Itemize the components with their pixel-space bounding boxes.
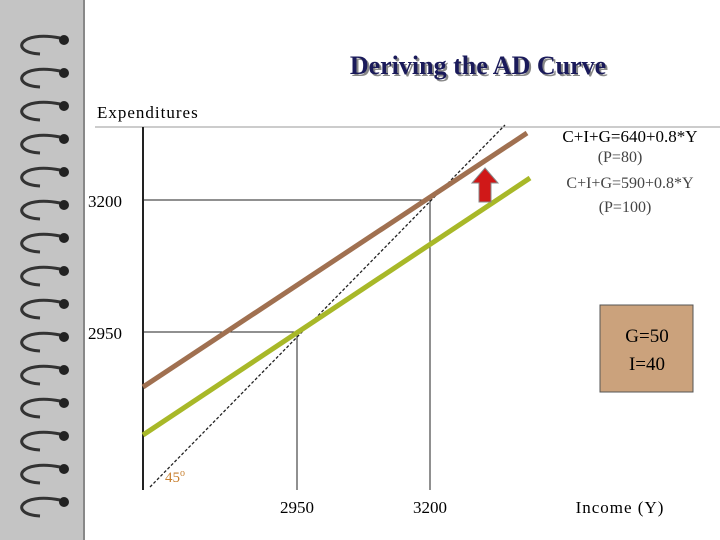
- title: Deriving the AD Curve: [350, 51, 606, 80]
- spiral-hole: [59, 398, 69, 408]
- spiral-ring: [20, 100, 61, 122]
- spiral-ring: [20, 199, 61, 221]
- spiral-hole: [59, 68, 69, 78]
- ae-line-p80: [141, 130, 529, 390]
- spiral-ring: [20, 232, 61, 254]
- spiral: [20, 34, 69, 518]
- box-line: I=40: [629, 354, 665, 375]
- spiral-hole: [59, 299, 69, 309]
- spiral-hole: [59, 101, 69, 111]
- line-label: C+I+G=590+0.8*Y: [566, 175, 694, 192]
- shift-arrow: [470, 167, 500, 203]
- spiral-hole: [59, 266, 69, 276]
- y-axis-label: Expenditures: [97, 103, 199, 122]
- spiral-hole: [59, 233, 69, 243]
- spiral-ring: [20, 430, 61, 452]
- line-sublabel: (P=100): [599, 199, 652, 216]
- angle-unit: o: [180, 468, 185, 479]
- spiral-ring: [20, 298, 61, 320]
- x-axis-label: Income (Y): [576, 498, 665, 517]
- line-label: C+I+G=640+0.8*Y: [562, 127, 697, 146]
- spiral-hole: [59, 497, 69, 507]
- angle-label: 45o: [165, 468, 185, 486]
- spiral-hole: [59, 464, 69, 474]
- spiral-ring: [20, 496, 61, 518]
- angle-number: 45: [165, 470, 180, 486]
- spiral-ring: [20, 34, 61, 56]
- x-tick-label: 3200: [413, 498, 447, 517]
- binding-strip: [0, 0, 84, 540]
- info-box: [599, 304, 694, 393]
- y-tick-label: 3200: [88, 192, 122, 211]
- spiral-hole: [59, 365, 69, 375]
- spiral-hole: [59, 35, 69, 45]
- title-shadow: Deriving the AD Curve: [352, 53, 608, 82]
- box-line: G=50: [625, 326, 668, 347]
- spiral-ring: [20, 133, 61, 155]
- spiral-ring: [20, 463, 61, 485]
- spiral-hole: [59, 167, 69, 177]
- spiral-hole: [59, 134, 69, 144]
- spiral-hole: [59, 431, 69, 441]
- spiral-ring: [20, 331, 61, 353]
- spiral-ring: [20, 265, 61, 287]
- line-sublabel: (P=80): [598, 149, 643, 166]
- spiral-hole: [59, 332, 69, 342]
- spiral-ring: [20, 364, 61, 386]
- spiral-ring: [20, 67, 61, 89]
- y-tick-label: 2950: [88, 324, 122, 343]
- spiral-ring: [20, 166, 61, 188]
- x-tick-label: 2950: [280, 498, 314, 517]
- ae-line-p100: [141, 175, 532, 438]
- spiral-ring: [20, 397, 61, 419]
- spiral-hole: [59, 200, 69, 210]
